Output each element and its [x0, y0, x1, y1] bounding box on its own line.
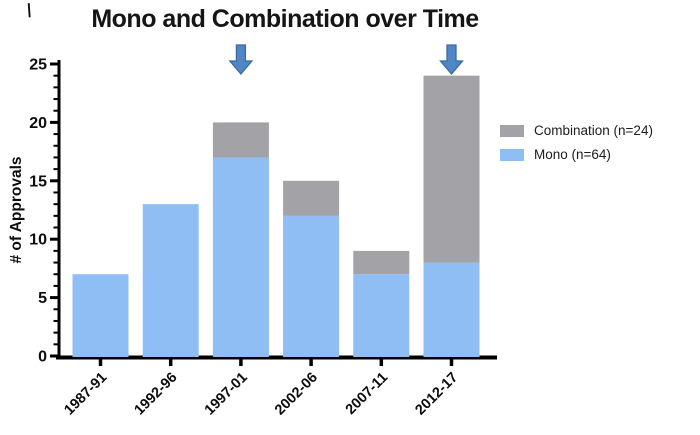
- legend-label: Combination (n=24): [534, 123, 653, 138]
- y-tick-label: 20: [29, 115, 47, 132]
- y-tick-label: 25: [29, 57, 47, 74]
- x-tick-label: 1987-91: [61, 370, 110, 419]
- bar-segment-mono: [423, 262, 480, 357]
- y-axis-title: # of Approvals: [8, 156, 25, 263]
- x-tick-label: 2012-17: [412, 370, 461, 419]
- y-tick-label: 10: [29, 232, 47, 249]
- x-tick-label: 2002-06: [272, 370, 321, 419]
- bar-segment-mono: [212, 157, 269, 357]
- bar-segment-combination: [423, 75, 480, 263]
- chart-title: Mono and Combination over Time: [91, 5, 479, 33]
- bar-segment-mono: [72, 274, 129, 357]
- y-tick-label: 15: [29, 173, 47, 190]
- bar-segment-mono: [142, 204, 199, 357]
- combination-swatch-icon: [500, 124, 524, 137]
- bar-segment-mono: [353, 274, 410, 357]
- x-tick-label: 1992-96: [132, 370, 181, 419]
- legend-item-combination: Combination (n=24): [500, 123, 653, 138]
- mono-swatch-icon: [500, 148, 524, 161]
- down-arrow-icon: [439, 44, 464, 76]
- bar-segment-combination: [212, 122, 269, 158]
- bar-segment-combination: [283, 180, 340, 216]
- y-tick-label: 0: [38, 349, 47, 366]
- y-tick-label: 5: [38, 290, 47, 307]
- bar-segment-combination: [353, 250, 410, 275]
- legend-label: Mono (n=64): [534, 147, 611, 162]
- chart-legend: Combination (n=24) Mono (n=64): [500, 123, 653, 171]
- down-arrow-icon: [228, 44, 254, 76]
- bar-segment-mono: [283, 215, 340, 357]
- x-tick-label: 1997-01: [202, 370, 251, 419]
- legend-item-mono: Mono (n=64): [500, 147, 653, 162]
- x-tick-label: 2007-11: [343, 370, 391, 418]
